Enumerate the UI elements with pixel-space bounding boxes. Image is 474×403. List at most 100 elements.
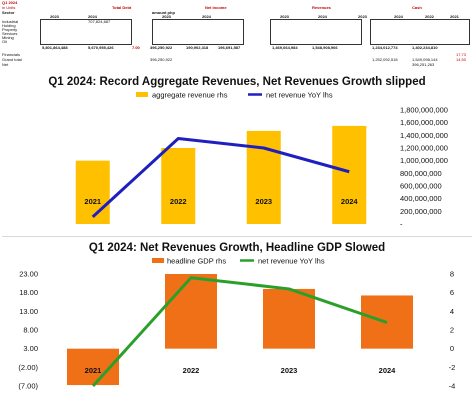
left-tick-label: 13.00 <box>19 307 38 316</box>
left-tick-label: (7.00) <box>18 382 38 391</box>
financial-summary-table: Q1 2024 in Units Sector Total Debt amoun… <box>0 0 474 72</box>
category-label: 2023 <box>281 366 298 375</box>
header-amount-php: amount php <box>152 10 175 15</box>
year-header: 2024 <box>202 14 211 19</box>
right-tick-label: - <box>400 220 403 229</box>
chart2-right-axis: 8 6 4 2 0 -2 -4 <box>449 270 456 391</box>
revenues-box <box>270 19 362 45</box>
left-tick-label: 23.00 <box>19 270 38 279</box>
grand-total-value: 396,250,922 <box>150 57 173 62</box>
cash-2024-total: 1,402,234,810 <box>412 45 438 50</box>
right-tick-label: 200,000,000 <box>400 207 442 216</box>
category-label: 2021 <box>84 197 101 206</box>
left-tick-label: 8.00 <box>23 326 38 335</box>
total-debt-2024-total: 5,670,955,426 <box>88 45 114 50</box>
right-tick-label: 8 <box>450 270 454 279</box>
year-header: 2023 <box>50 14 59 19</box>
sector-row: Services <box>2 31 18 36</box>
net-income-total: 190,902,318 <box>186 45 209 50</box>
cash-total: 1,234,012,774 <box>372 45 398 50</box>
category-label: 2024 <box>341 197 359 206</box>
right-tick-label: 1,600,000,000 <box>400 118 448 127</box>
right-tick-label: 1,400,000,000 <box>400 131 448 140</box>
chart2-title: Q1 2024: Net Revenues Growth, Headline G… <box>89 242 385 254</box>
chart-aggregate-revenues: Q1 2024: Record Aggregate Revenues, Net … <box>48 76 448 229</box>
net-revenue-yoy-line <box>91 137 350 218</box>
legend-label: aggregate revenue rhs <box>152 91 228 100</box>
chart2-left-axis: 23.00 18.00 13.00 8.00 3.00 (2.00) (7.00) <box>18 270 38 391</box>
right-tick-label: 0 <box>450 344 454 353</box>
revenue-bar <box>75 160 110 224</box>
right-tick-label: 800,000,000 <box>400 169 442 178</box>
year-header: 2022 <box>425 14 434 19</box>
table-period: Q1 2024 <box>2 0 18 5</box>
chart2-legend: headline GDP rhs net revenue YoY lhs <box>152 257 325 266</box>
header-total-debt: Total Debt <box>112 5 132 10</box>
right-tick-label: -4 <box>449 382 456 391</box>
total-debt-total: 5,801,864,488 <box>42 45 68 50</box>
chart1-legend: aggregate revenue rhs net revenue YoY lh… <box>136 91 333 100</box>
net-income-2024-total: 196,691,587 <box>218 45 241 50</box>
year-header: 2021 <box>450 14 459 19</box>
revenues-2024-total: 1,548,908,966 <box>312 45 338 50</box>
sector-row: Industrial <box>2 19 19 24</box>
right-pct: 14.50 <box>456 57 467 62</box>
sector-row: Mining <box>2 35 14 40</box>
total-debt-cell: 707,824,687 <box>88 19 111 24</box>
table-sector-header: Sector <box>2 10 15 15</box>
financials-label: Financials <box>2 52 21 57</box>
net-value: 396,251,263 <box>412 62 435 67</box>
right-tick-label: 2 <box>450 326 454 335</box>
right-tick-label: -2 <box>449 363 456 372</box>
year-header: 2023 <box>280 14 289 19</box>
right-pct: 17.73 <box>456 52 467 57</box>
legend-label: headline GDP rhs <box>167 257 226 266</box>
left-tick-label: 18.00 <box>19 288 38 297</box>
grand-total-value: 1,549,098,144 <box>412 57 438 62</box>
legend-label: net revenue YoY lhs <box>266 91 333 100</box>
cash-box <box>370 19 470 45</box>
right-tick-label: 6 <box>450 288 454 297</box>
gdp-bar <box>165 274 217 349</box>
net-income-box <box>152 19 244 45</box>
legend-label: net revenue YoY lhs <box>258 257 325 266</box>
chart2-categories: 2021 2022 2023 2024 <box>85 366 397 375</box>
sector-row: Property <box>2 27 18 32</box>
right-tick-label: 1,800,000,000 <box>400 106 448 115</box>
grand-total-label: Grand total <box>2 57 22 62</box>
right-tick-label: 600,000,000 <box>400 182 442 191</box>
revenue-bar <box>246 130 281 224</box>
pct-change-total: 7.00 <box>132 45 140 50</box>
chart1-line <box>91 137 350 218</box>
chart2-bars <box>67 274 413 386</box>
header-revenues: Revenues <box>312 5 331 10</box>
header-cash: Cash <box>412 5 422 10</box>
revenues-total: 1,469,664,984 <box>272 45 298 50</box>
chart1-right-axis: 1,800,000,000 1,600,000,000 1,400,000,000 1… <box>400 106 448 229</box>
right-tick-label: 4 <box>450 307 454 316</box>
chart1-categories: 2021 2022 2023 2024 <box>84 197 358 206</box>
right-tick-label: 400,000,000 <box>400 194 442 203</box>
table-units: in Units <box>2 5 16 10</box>
right-tick-label: 1,200,000,000 <box>400 144 448 153</box>
category-label: 2021 <box>85 366 102 375</box>
sector-row: Holding <box>2 23 16 28</box>
chart-gdp-growth: Q1 2024: Net Revenues Growth, Headline G… <box>2 236 472 391</box>
legend-swatch-bar <box>152 258 164 263</box>
left-tick-label: (2.00) <box>18 363 38 372</box>
category-label: 2024 <box>379 366 397 375</box>
chart1-bars <box>75 125 367 224</box>
grand-total-value: 1,252,092,518 <box>372 57 398 62</box>
category-label: 2022 <box>183 366 200 375</box>
category-label: 2022 <box>170 197 187 206</box>
header-net-income: Net Income <box>205 5 227 10</box>
revenue-bar <box>332 125 367 224</box>
revenue-bar <box>161 148 196 224</box>
year-header: 2024 <box>394 14 403 19</box>
category-label: 2023 <box>255 197 272 206</box>
sector-row: Oil <box>2 39 7 44</box>
year-header: 2023 <box>162 14 171 19</box>
amount-total: 396,250,922 <box>150 45 173 50</box>
left-tick-label: 3.00 <box>23 344 38 353</box>
total-debt-box <box>40 19 132 45</box>
